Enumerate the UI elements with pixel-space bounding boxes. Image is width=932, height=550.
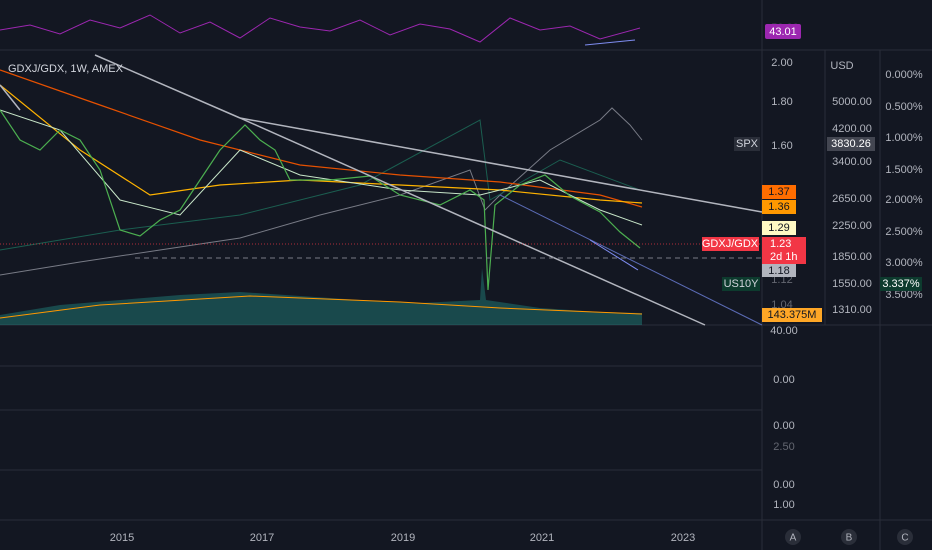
- badge-bg: [722, 277, 760, 291]
- spx-tick-label: 2650.00: [832, 193, 872, 205]
- badge-bg: [762, 200, 796, 214]
- us10y-tick-label: 0.000%: [885, 69, 923, 81]
- us10y-tick-label: 1.500%: [885, 164, 923, 176]
- pane-label: 0.00: [773, 479, 794, 491]
- button-label[interactable]: B: [846, 533, 853, 544]
- channel-line: [499, 194, 763, 326]
- spx-tick-label: 2250.00: [832, 220, 872, 232]
- us10y-tick-label: 2.000%: [885, 194, 923, 206]
- price-line: [0, 109, 641, 291]
- volume-ma: [0, 295, 643, 319]
- rsi-badge: [765, 24, 801, 39]
- symbol-badge: GDXJ/GDX: [702, 238, 759, 250]
- badge-bg: [762, 237, 806, 264]
- arrow-line: [589, 239, 639, 271]
- spx-tick-label: 5000.00: [832, 96, 872, 108]
- ma-short: [0, 109, 643, 226]
- low-badge: 1.18: [768, 265, 789, 277]
- badge-bg: [702, 237, 759, 251]
- rsi-value: 43.01: [769, 26, 797, 38]
- badge-bg: [762, 264, 796, 277]
- us10y-tick-label: 3.500%: [885, 289, 923, 301]
- volume-area: [0, 268, 642, 325]
- symbol-title: GDXJ/GDX, 1W, AMEX: [8, 63, 124, 75]
- pane-label: 1.00: [773, 499, 794, 511]
- scale-buttons: A B C: [785, 529, 913, 545]
- badge-bg: [762, 308, 822, 322]
- button-label[interactable]: C: [901, 533, 908, 544]
- badge-bg: [734, 137, 760, 151]
- button-c[interactable]: [897, 529, 913, 545]
- pane-label: 40.00: [770, 325, 798, 337]
- spx-tick-label: 1850.00: [832, 251, 872, 263]
- ma-long: [0, 69, 643, 208]
- badge-bg: [762, 185, 796, 199]
- spx-unit: USD: [830, 60, 853, 72]
- us10y-tick-label: 2.500%: [885, 226, 923, 238]
- us10y-line: [0, 119, 641, 251]
- time-label: 2019: [391, 532, 415, 544]
- rsi-line: [0, 14, 641, 43]
- time-label: 2017: [250, 532, 274, 544]
- spx-last: 3830.26: [831, 138, 871, 150]
- ma2-badge: 1.36: [768, 201, 789, 213]
- pane-label: 0.00: [773, 374, 794, 386]
- spx-line: [0, 107, 643, 276]
- ma1-badge: 1.37: [768, 186, 789, 198]
- price-tick-label: 2.00: [771, 57, 792, 69]
- volume-badge: 143.375M: [768, 309, 817, 321]
- pane-label: 0.00: [773, 420, 794, 432]
- trend-lines: [0, 54, 763, 326]
- us10y-name: US10Y: [724, 278, 760, 290]
- us10y-tick-label: 1.000%: [885, 132, 923, 144]
- button-b[interactable]: [841, 529, 857, 545]
- us10y-tick-label: 3.000%: [885, 257, 923, 269]
- price-tick-label: 1.80: [771, 96, 792, 108]
- badge-bg: [880, 277, 922, 291]
- spx-tick-label: 1310.00: [832, 304, 872, 316]
- ma3-badge: 1.29: [768, 222, 789, 234]
- price-tick-label: 1.60: [771, 140, 792, 152]
- us10y-tick-label: 0.500%: [885, 101, 923, 113]
- spx-tick-label: 1550.00: [832, 278, 872, 290]
- countdown: 2d 1h: [770, 251, 798, 263]
- button-a[interactable]: [785, 529, 801, 545]
- time-label: 2015: [110, 532, 134, 544]
- last-price-badge: 1.23: [770, 238, 791, 250]
- time-label: 2021: [530, 532, 554, 544]
- price-tick-label: 1.04: [771, 299, 792, 311]
- rsi-divergence: [584, 39, 636, 46]
- spx-name: SPX: [736, 138, 759, 150]
- time-label: 2023: [671, 532, 695, 544]
- badge-bg: [762, 221, 796, 235]
- pane-label: 2.50: [773, 441, 794, 453]
- badge-bg: [827, 137, 875, 151]
- us10y-last: 3.337%: [882, 278, 920, 290]
- button-label[interactable]: A: [790, 533, 797, 544]
- spx-tick-label: 4200.00: [832, 123, 872, 135]
- spx-tick-label: 3400.00: [832, 156, 872, 168]
